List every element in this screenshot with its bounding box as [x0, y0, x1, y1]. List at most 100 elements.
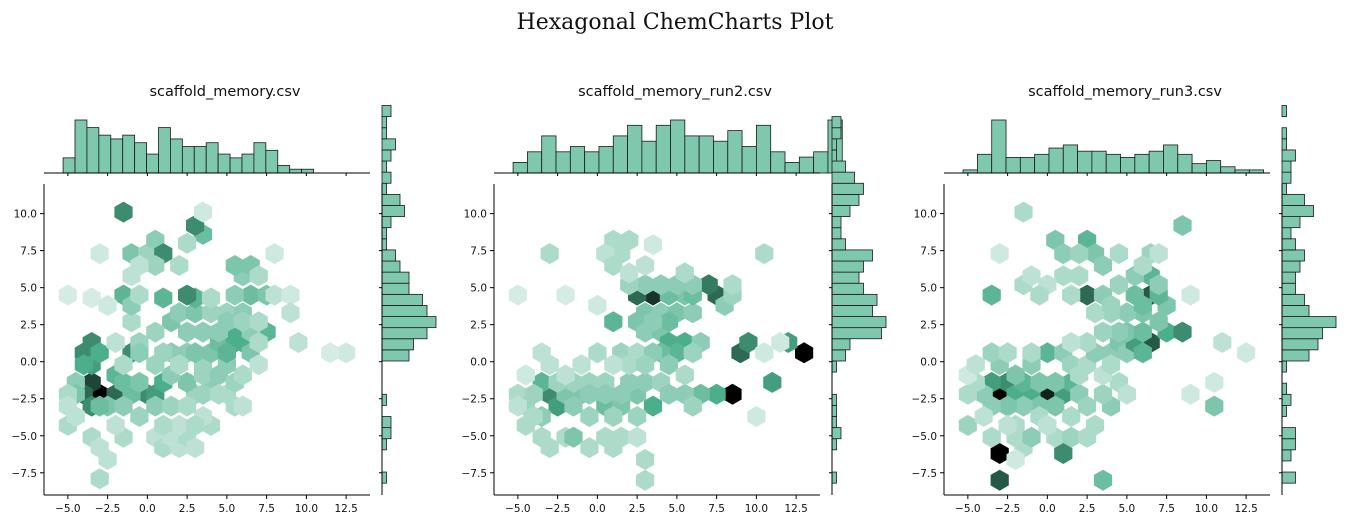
hexbin: [1101, 354, 1121, 376]
y-hist-bar: [831, 393, 837, 406]
x-tick-label: 12.5: [334, 503, 357, 515]
hexbin: [604, 311, 623, 333]
hexbin: [233, 395, 252, 417]
x-hist-bar: [770, 151, 786, 174]
x-hist-bar: [641, 140, 657, 174]
x-hist-bar: [122, 134, 136, 174]
y-hist-bar: [1281, 182, 1287, 195]
panel-title: scaffold_memory_run3.csv: [1028, 84, 1222, 100]
y-hist-bar: [1281, 271, 1296, 284]
panel-title: scaffold_memory.csv: [150, 84, 301, 100]
y-tick-label: 0.0: [470, 357, 487, 369]
x-tick-label: 12.5: [1234, 503, 1257, 515]
hexbin: [1101, 294, 1121, 316]
hexbin: [747, 406, 766, 427]
x-hist-bar: [1148, 150, 1164, 174]
hexbin: [217, 311, 236, 333]
hexbin: [620, 229, 639, 251]
y-hist-bar: [381, 182, 387, 195]
hexbin: [130, 255, 149, 276]
hexbin: [596, 383, 615, 405]
hexbin: [1078, 395, 1097, 417]
y-hist-bar: [381, 171, 392, 184]
x-tick-label: −5.0: [505, 503, 531, 515]
y-hist-bar: [831, 193, 860, 206]
hexbin: [1133, 342, 1152, 364]
hexbin: [620, 371, 639, 393]
hexbin: [620, 354, 639, 376]
x-tick-label: 5.0: [669, 503, 686, 515]
x-hist-bar: [205, 142, 219, 174]
y-tick-label: −5.0: [462, 431, 488, 443]
hexbin: [636, 371, 655, 393]
hexbin: [1046, 395, 1065, 417]
hexbin: [1149, 243, 1168, 265]
hexbin: [106, 332, 125, 353]
hexbin: [146, 395, 165, 417]
hexbin: [1014, 201, 1033, 223]
x-hist-bar: [181, 146, 195, 174]
x-hist-bar: [655, 124, 671, 174]
x-tick-label: −2.5: [995, 503, 1021, 515]
x-hist-bar: [784, 161, 800, 174]
y-tick-label: 7.5: [920, 246, 937, 258]
hexbin: [1006, 364, 1025, 386]
hexbin: [683, 342, 702, 364]
y-hist-bar: [1281, 149, 1296, 162]
hexbin: [966, 354, 985, 376]
x-tick-label: 2.5: [1079, 503, 1096, 515]
hexbin: [1054, 265, 1073, 287]
hexbin: [186, 414, 205, 436]
hexbin: [186, 302, 205, 324]
hexbin: [1054, 243, 1073, 265]
y-tick-label: −7.5: [912, 468, 938, 480]
hexbin: [170, 354, 189, 376]
y-hist-bar: [1281, 405, 1287, 417]
x-hist-bar: [741, 146, 757, 174]
y-tick-label: 5.0: [920, 283, 937, 295]
x-tick-label: 0.0: [139, 503, 156, 515]
hexbin: [154, 414, 173, 436]
x-hist-bar: [727, 130, 743, 174]
y-hist-bar: [831, 471, 837, 484]
hexbin: [1213, 332, 1232, 353]
y-hist-bar: [381, 227, 387, 240]
hexbin: [249, 311, 268, 333]
y-hist-bar: [381, 160, 387, 173]
hexbin: [998, 395, 1017, 417]
hexbin: [580, 406, 599, 427]
hexbin: [1117, 383, 1136, 405]
hexbin: [178, 371, 197, 393]
hexbin: [683, 395, 702, 417]
y-hist-bar: [381, 282, 410, 295]
hexbin: [636, 274, 655, 296]
y-hist-bar: [1281, 305, 1310, 317]
hexbin: [186, 342, 205, 364]
hexbin: [508, 395, 527, 417]
hexbin: [225, 284, 244, 306]
hexbin: [98, 294, 117, 316]
hexbin: [508, 284, 527, 306]
hexbin: [281, 302, 300, 324]
hexbin: [643, 311, 663, 333]
y-hist-bar: [1281, 471, 1296, 484]
x-tick-label: −2.5: [545, 503, 571, 515]
hexbin: [1093, 469, 1113, 491]
hexbin: [675, 364, 694, 386]
y-hist-bar: [1281, 293, 1305, 306]
hexbin: [1237, 342, 1256, 364]
y-tick-label: 2.5: [470, 320, 487, 332]
hexbin: [659, 383, 678, 405]
hexbin: [1093, 255, 1113, 276]
x-hist-bar: [289, 168, 303, 174]
x-hist-bar: [1120, 157, 1136, 174]
x-hist-bar: [170, 138, 183, 174]
hexbin: [130, 371, 149, 393]
y-hist-bar: [1281, 393, 1292, 406]
hexbin: [337, 342, 356, 364]
hexbin: [265, 284, 284, 306]
x-tick-label: 2.5: [629, 503, 646, 515]
hexbin: [982, 284, 1001, 306]
x-hist-bar: [1034, 153, 1050, 174]
hexbin: [604, 354, 623, 376]
